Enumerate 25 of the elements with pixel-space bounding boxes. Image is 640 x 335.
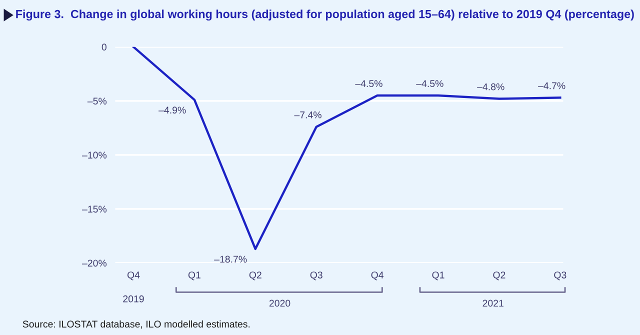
y-tick-label: –15% bbox=[82, 206, 107, 213]
x-tick-label: Q1 bbox=[188, 272, 200, 280]
data-label: –4.8% bbox=[477, 83, 504, 90]
x-tick-label: Q4 bbox=[371, 272, 384, 280]
data-label: –4.5% bbox=[416, 80, 444, 88]
data-label: –7.4% bbox=[294, 112, 322, 118]
x-tick-label: Q3 bbox=[554, 272, 566, 280]
y-tick-label: –5% bbox=[87, 98, 107, 105]
x-tick-label: Q2 bbox=[493, 272, 506, 280]
source-note: Source: ILOSTAT database, ILO modelled estimates. bbox=[22, 320, 250, 329]
text: 2021 bbox=[482, 300, 504, 307]
x-tick-label: Q3 bbox=[310, 272, 322, 280]
text: 2020 bbox=[269, 300, 290, 307]
y-tick-label: 0 bbox=[102, 44, 106, 51]
text: 2019 bbox=[123, 295, 144, 302]
y-tick-label: –20% bbox=[82, 260, 107, 267]
data-label: –18.7% bbox=[214, 256, 247, 263]
data-label: –4.9% bbox=[158, 106, 186, 114]
x-tick-label: Q2 bbox=[249, 272, 262, 280]
data-label: –4.7% bbox=[538, 82, 566, 90]
chart-title: Figure 3. Change in global working hours (adjusted for population aged 15–64) relative to 2019 Q4 (percentage) bbox=[16, 10, 634, 21]
x-tick-label: Q4 bbox=[127, 272, 140, 280]
y-tick-label: –10% bbox=[82, 152, 107, 159]
x-tick-label: Q1 bbox=[432, 272, 444, 280]
data-label: –4.5% bbox=[355, 80, 382, 88]
